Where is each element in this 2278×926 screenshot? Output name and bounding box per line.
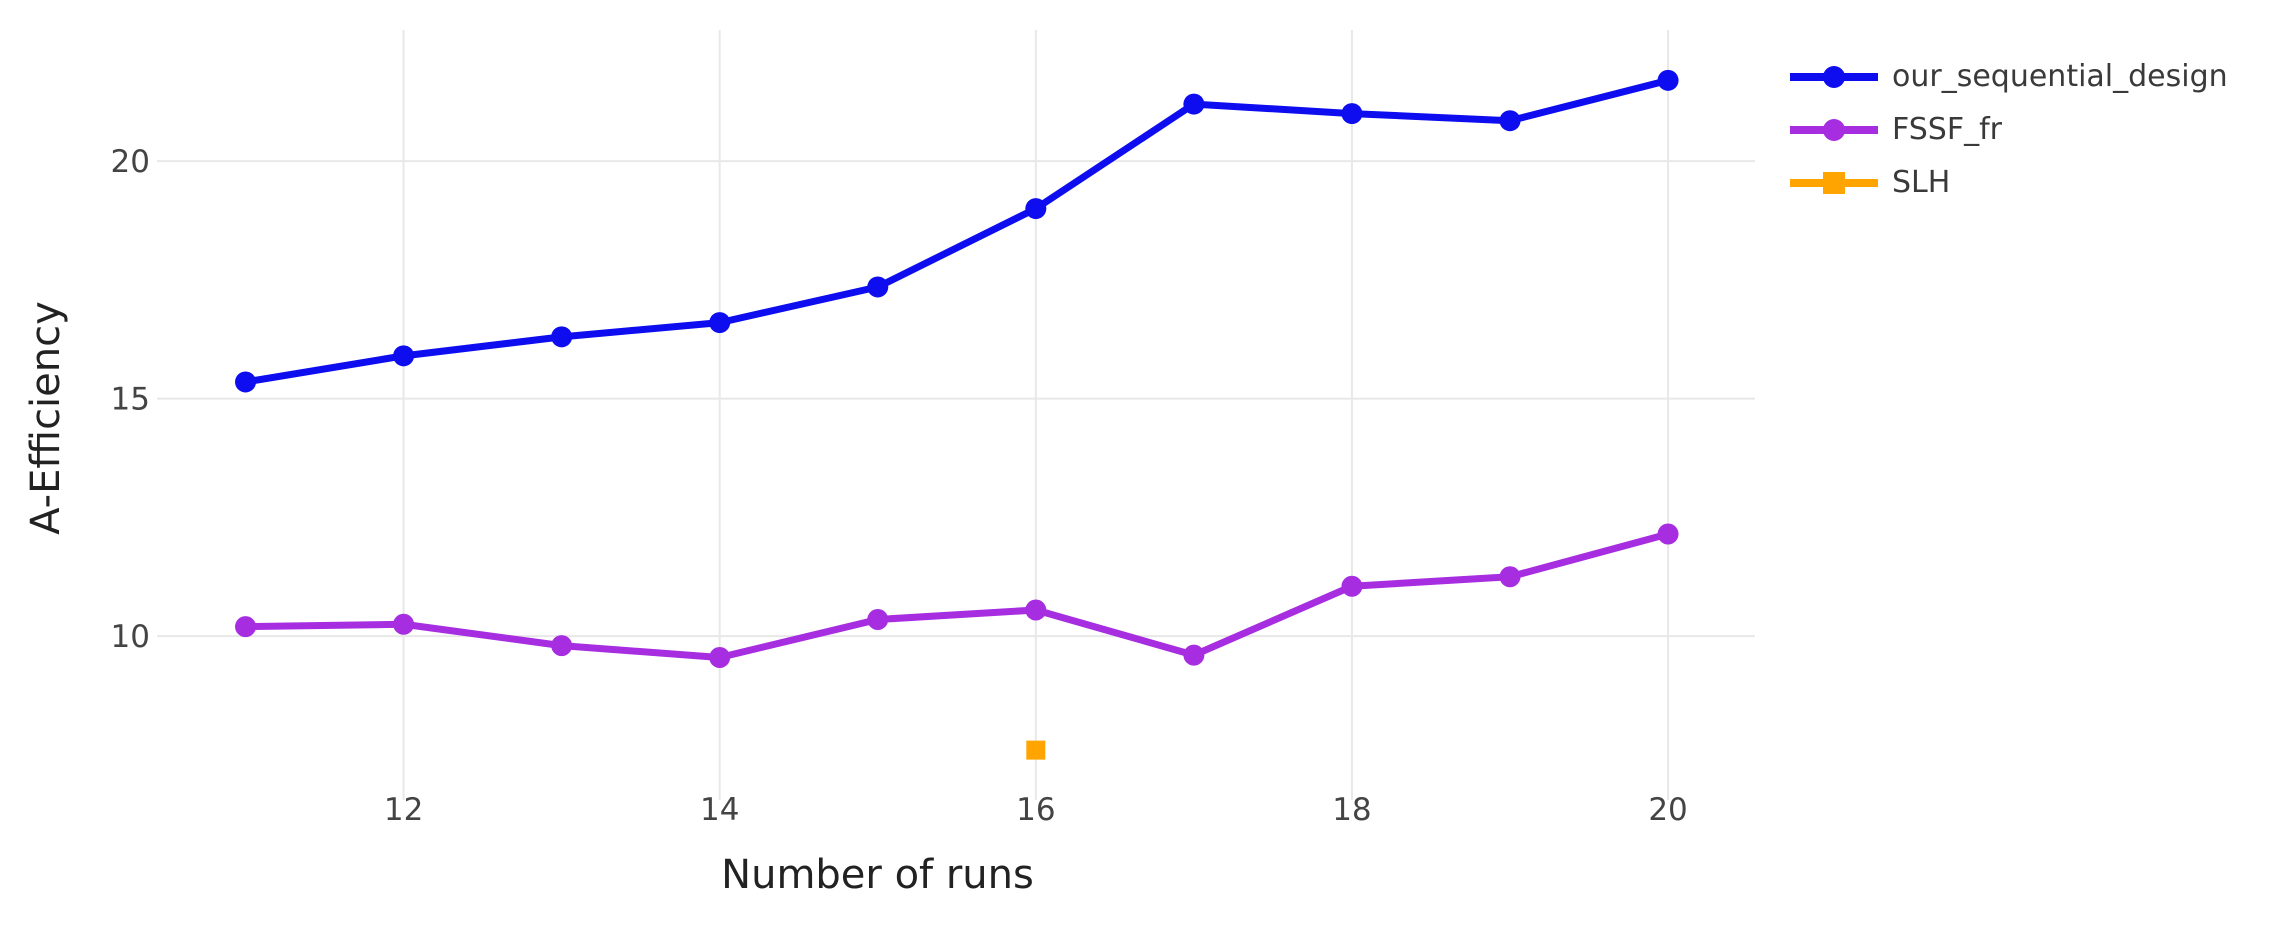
series-line-our_sequential_design	[242, 76, 1672, 386]
x-tick-label: 14	[700, 792, 739, 828]
data-point-our_sequential_design	[1183, 93, 1205, 115]
data-point-FSSF_fr	[1025, 599, 1047, 621]
data-point-FSSF_fr	[1499, 566, 1521, 588]
data-point-FSSF_fr	[393, 613, 415, 635]
series-line-FSSF_fr	[242, 530, 1672, 661]
data-point-FSSF_fr	[1657, 523, 1679, 545]
x-tick-label: 18	[1332, 792, 1371, 828]
data-point-FSSF_fr	[1183, 644, 1205, 666]
data-point-our_sequential_design	[709, 312, 731, 334]
legend-item-our-sequential-design[interactable]: our_sequential_design	[1790, 50, 2228, 103]
y-tick-label: 20	[111, 144, 150, 180]
data-point-our_sequential_design	[1341, 103, 1363, 125]
data-point-our_sequential_design	[867, 276, 889, 298]
x-tick-label: 20	[1648, 792, 1687, 828]
x-tick-label: 12	[384, 792, 423, 828]
data-point-our_sequential_design	[1657, 69, 1679, 91]
legend-label: FSSF_fr	[1892, 112, 2002, 147]
legend-marker-our-sequential-design-icon	[1790, 65, 1878, 88]
y-tick-label: 15	[111, 382, 150, 418]
legend-marker-slh-icon	[1790, 171, 1878, 194]
data-point-FSSF_fr	[551, 635, 573, 657]
legend-item-slh[interactable]: SLH	[1790, 156, 2228, 209]
data-point-FSSF_fr	[235, 616, 257, 638]
data-point-our_sequential_design	[551, 326, 573, 348]
data-point-our_sequential_design	[1025, 198, 1047, 220]
legend-marker-fssf-fr-icon	[1790, 118, 1878, 141]
data-point-FSSF_fr	[1341, 575, 1363, 597]
x-axis-title: Number of runs	[721, 852, 1034, 898]
data-point-FSSF_fr	[709, 646, 731, 668]
data-point-our_sequential_design	[1499, 110, 1521, 132]
data-point-SLH	[1026, 740, 1046, 760]
legend: our_sequential_design FSSF_fr SLH	[1790, 50, 2228, 209]
legend-item-fssf-fr[interactable]: FSSF_fr	[1790, 103, 2228, 156]
y-tick-label: 10	[111, 619, 150, 655]
data-point-our_sequential_design	[235, 371, 257, 393]
data-point-FSSF_fr	[867, 608, 889, 630]
legend-label: our_sequential_design	[1892, 59, 2228, 94]
y-axis-title: A-Efficiency	[23, 301, 69, 535]
legend-label: SLH	[1892, 165, 1951, 200]
data-point-our_sequential_design	[393, 345, 415, 367]
x-tick-label: 16	[1016, 792, 1055, 828]
